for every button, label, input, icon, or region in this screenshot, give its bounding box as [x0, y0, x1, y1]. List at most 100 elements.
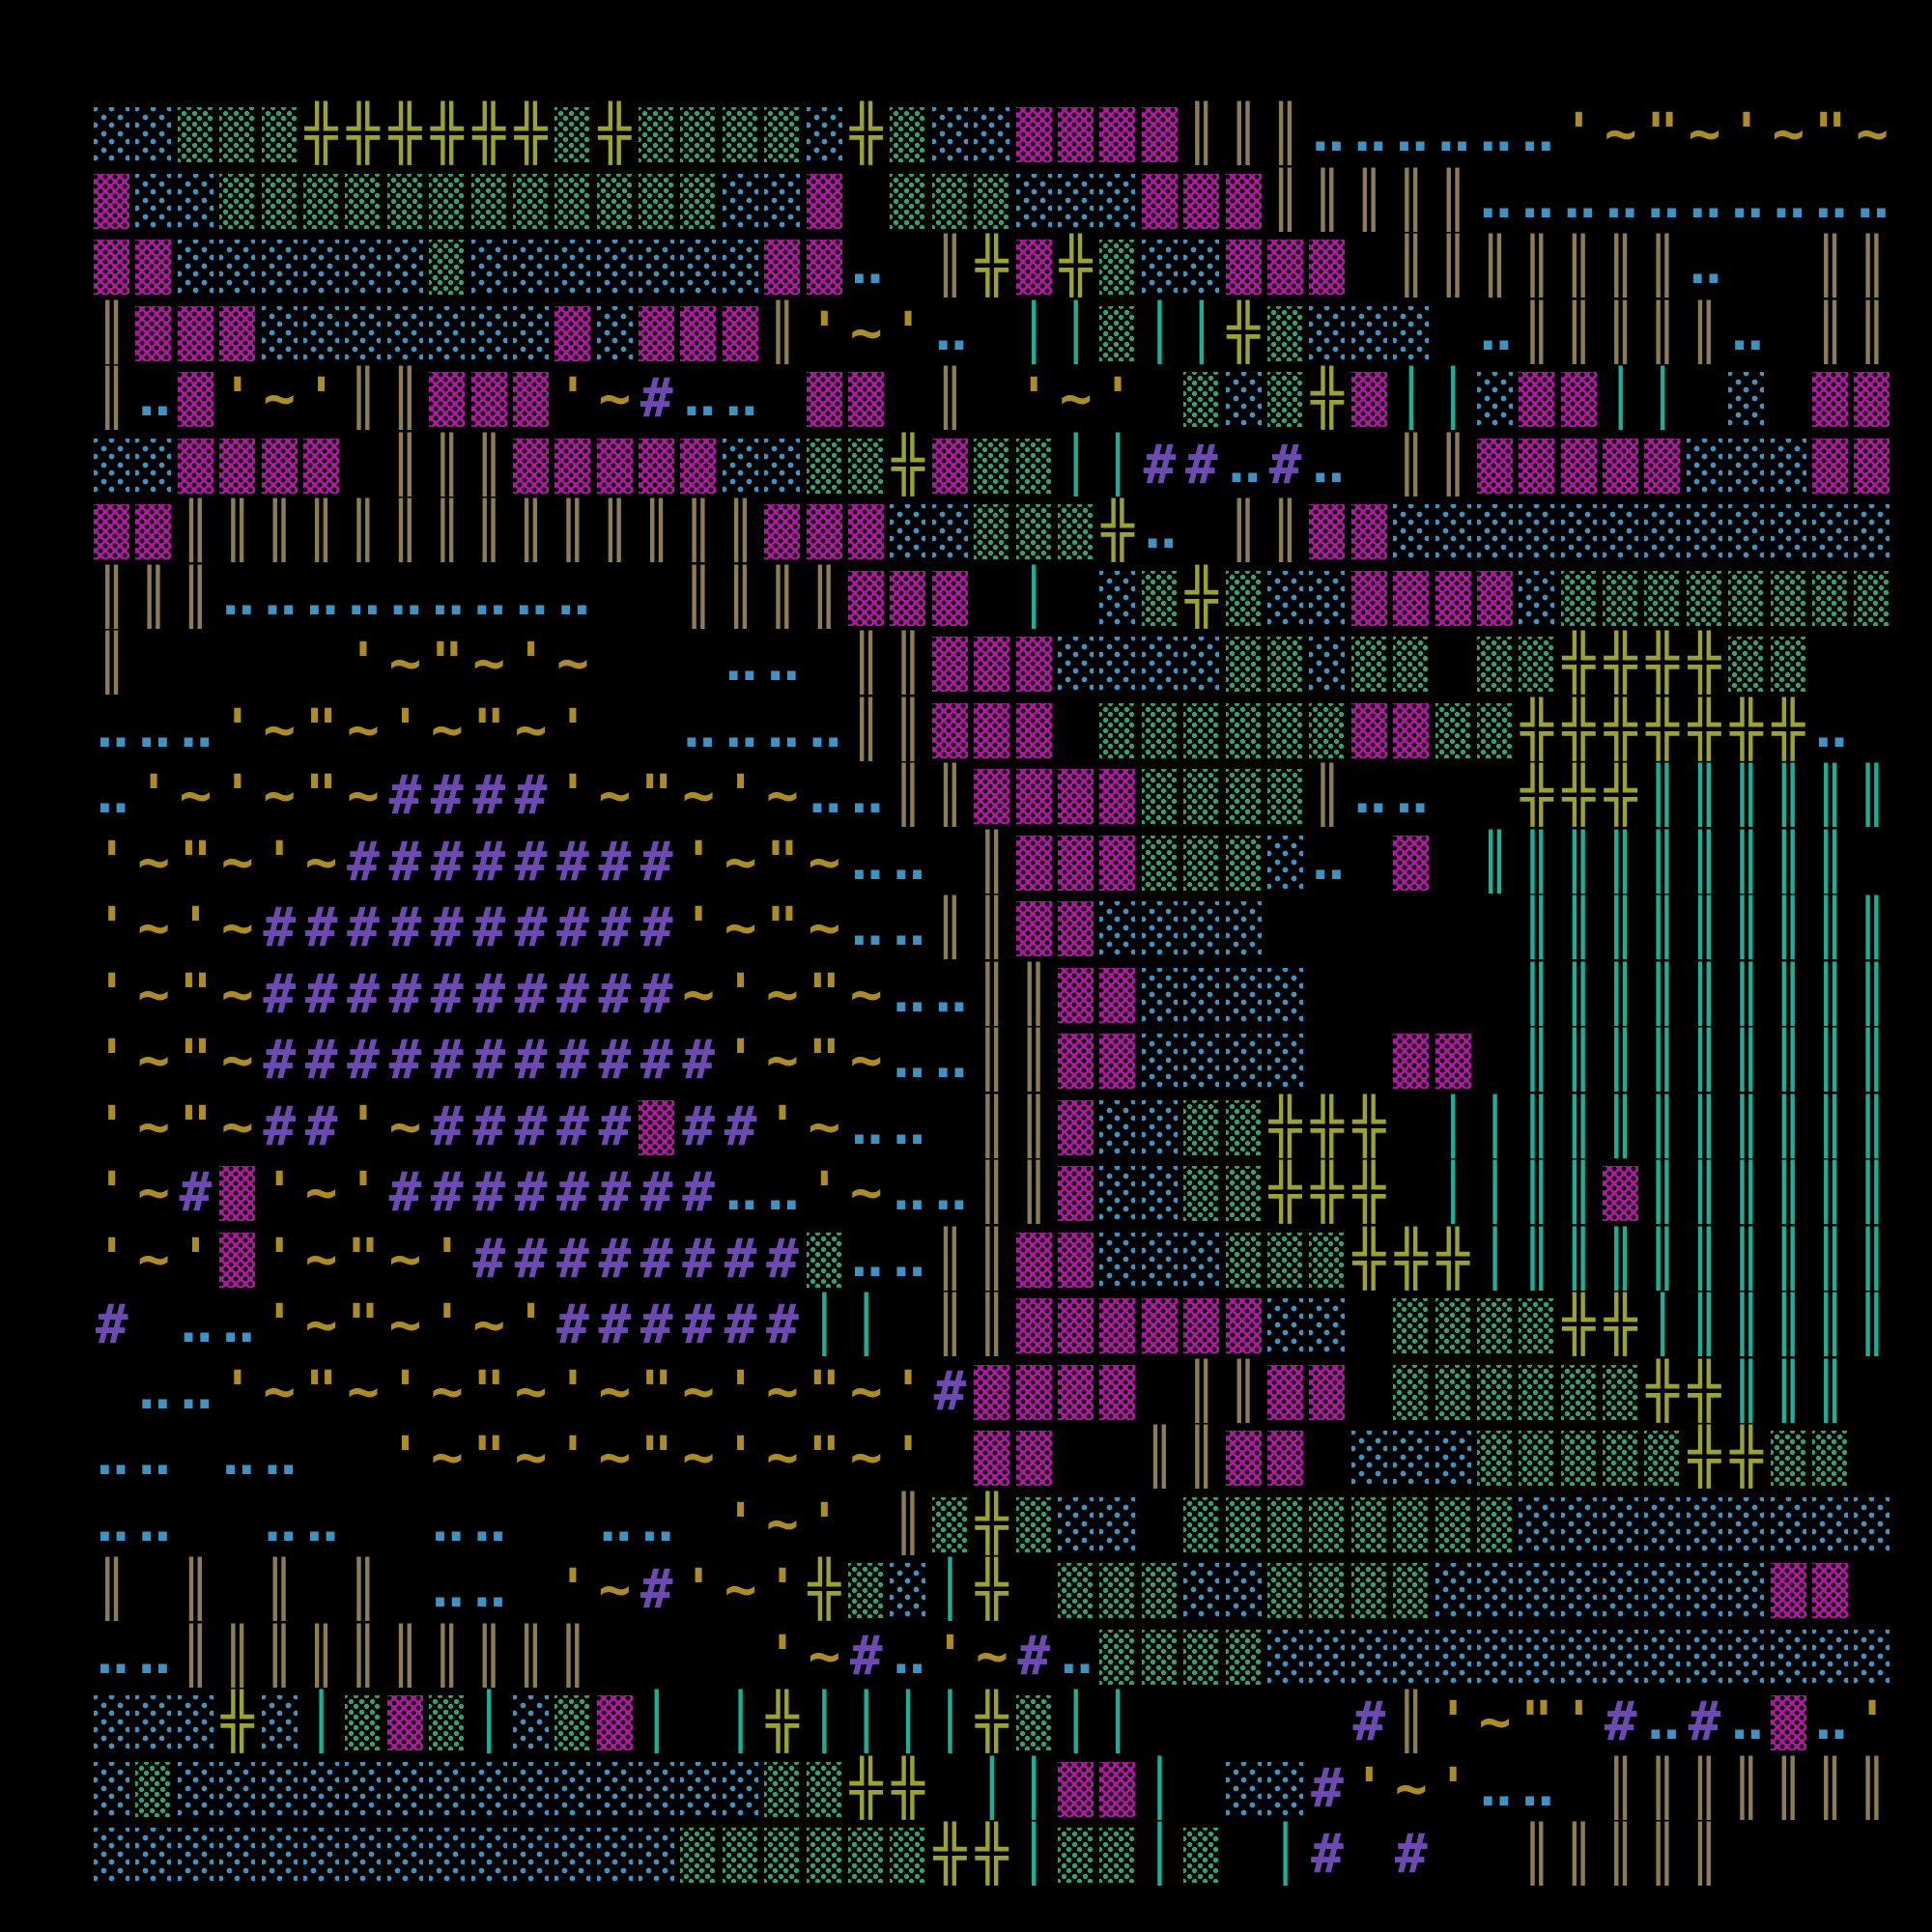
map-cell[interactable] — [552, 301, 593, 368]
map-cell[interactable] — [1600, 1558, 1641, 1625]
map-cell[interactable]: ║ — [1558, 831, 1600, 897]
map-cell[interactable] — [1096, 1625, 1138, 1691]
map-cell[interactable]: ╬ — [845, 102, 887, 169]
map-cell[interactable] — [1055, 831, 1096, 897]
map-cell[interactable] — [1180, 1029, 1222, 1095]
map-cell[interactable] — [677, 1625, 719, 1691]
map-cell[interactable] — [1684, 367, 1725, 434]
map-cell[interactable] — [426, 367, 468, 434]
map-cell[interactable]: ‥ — [1641, 1690, 1683, 1757]
map-cell[interactable] — [132, 1757, 174, 1824]
map-cell[interactable] — [1139, 367, 1180, 434]
map-cell[interactable] — [1013, 235, 1055, 301]
map-cell[interactable] — [636, 1757, 677, 1824]
map-cell[interactable] — [1641, 434, 1683, 500]
map-cell[interactable]: # — [1264, 434, 1306, 500]
map-cell[interactable] — [1306, 896, 1348, 963]
map-cell[interactable] — [1013, 764, 1055, 831]
map-cell[interactable]: ║ — [887, 764, 928, 831]
map-cell[interactable]: # — [300, 1029, 342, 1095]
map-cell[interactable]: " — [300, 764, 342, 831]
map-cell[interactable] — [1516, 566, 1557, 633]
map-cell[interactable] — [1223, 1823, 1264, 1889]
map-cell[interactable] — [971, 1360, 1012, 1427]
map-cell[interactable]: ~ — [720, 896, 761, 963]
map-cell[interactable] — [91, 102, 132, 169]
map-cell[interactable] — [1096, 1293, 1138, 1360]
map-cell[interactable] — [510, 301, 552, 368]
map-cell[interactable] — [1223, 1690, 1264, 1757]
map-cell[interactable]: ║ — [342, 499, 384, 566]
map-cell[interactable]: ' — [259, 831, 300, 897]
map-cell[interactable] — [804, 434, 845, 500]
map-cell[interactable] — [426, 1690, 468, 1757]
map-cell[interactable]: # — [259, 1029, 300, 1095]
map-cell[interactable] — [1055, 1823, 1096, 1889]
map-cell[interactable] — [1349, 1558, 1390, 1625]
map-cell[interactable] — [1725, 1625, 1767, 1691]
map-cell[interactable] — [1349, 896, 1390, 963]
map-cell[interactable] — [1139, 1293, 1180, 1360]
map-cell[interactable]: ║ — [259, 1558, 300, 1625]
map-cell[interactable] — [804, 169, 845, 236]
map-cell[interactable]: ‥ — [761, 1161, 803, 1228]
map-cell[interactable]: # — [259, 1095, 300, 1162]
map-cell[interactable]: " — [636, 1360, 677, 1427]
map-cell[interactable] — [1390, 566, 1432, 633]
map-cell[interactable]: ║ — [677, 566, 719, 633]
map-cell[interactable]: ║ — [552, 499, 593, 566]
map-cell[interactable]: ║ — [175, 499, 216, 566]
map-cell[interactable]: # — [300, 963, 342, 1030]
map-cell[interactable] — [91, 169, 132, 236]
map-cell[interactable] — [594, 698, 636, 765]
map-cell[interactable]: ╬ — [1558, 764, 1600, 831]
map-cell[interactable]: ║ — [1264, 499, 1306, 566]
map-cell[interactable] — [1851, 1426, 1892, 1492]
map-cell[interactable]: ║ — [1600, 1823, 1641, 1889]
map-cell[interactable] — [594, 1625, 636, 1691]
map-cell[interactable]: # — [426, 1161, 468, 1228]
map-cell[interactable] — [1349, 698, 1390, 765]
map-cell[interactable] — [1264, 632, 1306, 698]
map-cell[interactable] — [1474, 1293, 1516, 1360]
map-cell[interactable]: ‥ — [1055, 1625, 1096, 1691]
map-cell[interactable] — [1223, 1293, 1264, 1360]
map-cell[interactable] — [887, 1558, 928, 1625]
map-cell[interactable]: # — [677, 1095, 719, 1162]
map-cell[interactable] — [1013, 831, 1055, 897]
map-cell[interactable] — [132, 1823, 174, 1889]
map-cell[interactable] — [1474, 1492, 1516, 1559]
map-cell[interactable]: ║ — [1516, 235, 1557, 301]
map-cell[interactable]: ║ — [1851, 1293, 1892, 1360]
map-cell[interactable] — [1264, 963, 1306, 1030]
map-cell[interactable]: ' — [216, 764, 258, 831]
map-cell[interactable]: ' — [384, 1360, 426, 1427]
map-cell[interactable]: ~ — [300, 1161, 342, 1228]
map-cell[interactable] — [426, 169, 468, 236]
map-cell[interactable]: ╬ — [1096, 499, 1138, 566]
map-cell[interactable] — [1768, 499, 1809, 566]
map-cell[interactable]: ' — [1349, 1757, 1390, 1824]
map-cell[interactable]: ‥ — [1349, 764, 1390, 831]
map-cell[interactable]: ' — [552, 764, 593, 831]
map-cell[interactable] — [1264, 698, 1306, 765]
map-cell[interactable]: ' — [887, 1426, 928, 1492]
map-cell[interactable] — [1349, 1029, 1390, 1095]
map-cell[interactable]: ║ — [1768, 1757, 1809, 1824]
map-cell[interactable]: ‥ — [1725, 1690, 1767, 1757]
map-cell[interactable]: ║ — [1264, 169, 1306, 236]
map-cell[interactable]: │ — [469, 1690, 510, 1757]
map-cell[interactable]: ‥ — [91, 1426, 132, 1492]
map-cell[interactable]: " — [636, 1426, 677, 1492]
map-cell[interactable] — [1013, 1360, 1055, 1427]
map-cell[interactable] — [1306, 1625, 1348, 1691]
map-cell[interactable]: ‥ — [132, 1426, 174, 1492]
map-cell[interactable]: ║ — [929, 367, 971, 434]
map-cell[interactable]: ║ — [1851, 301, 1892, 368]
map-cell[interactable]: ~ — [761, 963, 803, 1030]
map-cell[interactable] — [1013, 1293, 1055, 1360]
map-cell[interactable]: ║ — [1684, 764, 1725, 831]
map-cell[interactable] — [677, 632, 719, 698]
map-cell[interactable]: ' — [552, 1426, 593, 1492]
map-cell[interactable]: ║ — [1390, 235, 1432, 301]
